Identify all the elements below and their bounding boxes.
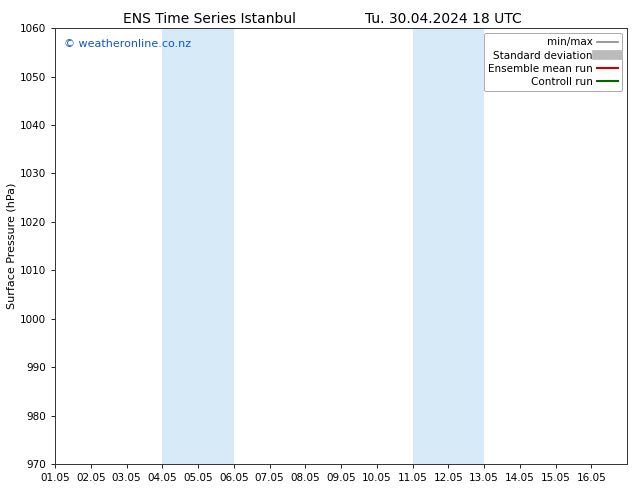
Text: Tu. 30.04.2024 18 UTC: Tu. 30.04.2024 18 UTC [365, 12, 522, 26]
Text: ENS Time Series Istanbul: ENS Time Series Istanbul [123, 12, 295, 26]
Bar [413, 28, 484, 464]
Bar [162, 28, 234, 464]
Text: © weatheronline.co.nz: © weatheronline.co.nz [63, 39, 191, 49]
Y-axis label: Surface Pressure (hPa): Surface Pressure (hPa) [7, 183, 17, 309]
Legend: min/max, Standard deviation, Ensemble mean run, Controll run: min/max, Standard deviation, Ensemble me… [484, 33, 622, 91]
